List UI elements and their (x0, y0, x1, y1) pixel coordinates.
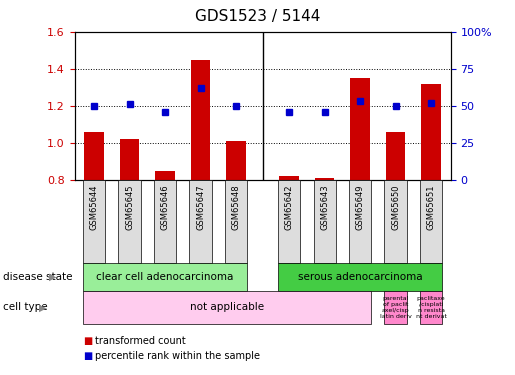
Bar (280, 176, 299, 180)
Text: GSM65645: GSM65645 (125, 184, 134, 230)
Text: paclitaxe
/cisplati
n resista
nt derivat: paclitaxe /cisplati n resista nt derivat (416, 296, 447, 319)
Bar (226, 141, 246, 180)
Text: disease state: disease state (3, 272, 72, 282)
Text: ▶: ▶ (49, 272, 57, 282)
Bar (156, 171, 175, 180)
Text: GSM65646: GSM65646 (161, 184, 169, 230)
Text: GSM65650: GSM65650 (391, 184, 400, 230)
Bar (120, 139, 140, 180)
Bar (84, 132, 104, 180)
Text: ▶: ▶ (39, 303, 47, 312)
Text: parental
of paclit
axel/cisp
latin deriv: parental of paclit axel/cisp latin deriv (380, 296, 411, 319)
Text: GSM65651: GSM65651 (426, 184, 436, 230)
Bar (350, 78, 370, 180)
Text: GSM65644: GSM65644 (90, 184, 99, 230)
Text: serous adenocarcinoma: serous adenocarcinoma (298, 272, 422, 282)
Text: percentile rank within the sample: percentile rank within the sample (95, 351, 260, 361)
Text: GSM65643: GSM65643 (320, 184, 329, 230)
Text: GSM65648: GSM65648 (232, 184, 241, 230)
Bar (421, 84, 441, 180)
Text: cell type: cell type (3, 303, 47, 312)
Text: not applicable: not applicable (190, 303, 264, 312)
Text: GSM65647: GSM65647 (196, 184, 205, 230)
Text: GSM65642: GSM65642 (285, 184, 294, 230)
Text: ■: ■ (83, 351, 92, 361)
Text: GSM65649: GSM65649 (356, 184, 365, 230)
Bar (191, 60, 210, 180)
Text: ■: ■ (83, 336, 92, 346)
Bar (315, 178, 334, 180)
Bar (386, 132, 405, 180)
Text: transformed count: transformed count (95, 336, 186, 346)
Text: clear cell adenocarcinoma: clear cell adenocarcinoma (96, 272, 234, 282)
Text: GDS1523 / 5144: GDS1523 / 5144 (195, 9, 320, 24)
